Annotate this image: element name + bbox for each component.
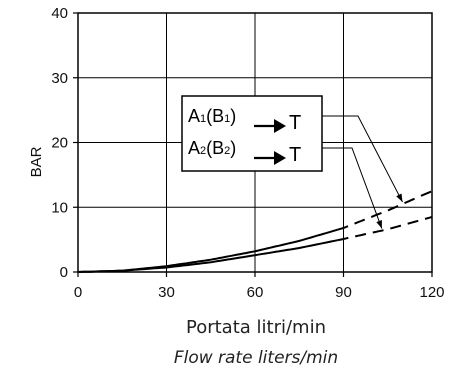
y-tick-label: 10 [51, 199, 68, 216]
legend-label: A1(B1) [188, 106, 236, 126]
series-line-dashed [337, 216, 433, 242]
x-axis-ticks: 0 30 60 90 120 [74, 272, 445, 301]
legend-arrow-head [274, 151, 286, 165]
series-layer [77, 190, 433, 273]
y-tick-label: 0 [60, 264, 68, 281]
series-line-solid [77, 239, 338, 273]
legend-leader-arrowhead [396, 193, 403, 203]
legend-label: A2(B2) [188, 138, 236, 158]
y-axis-ticks: 0 10 20 30 40 [51, 5, 78, 281]
x-tick-label: 0 [74, 284, 82, 301]
x-axis-label-translation: Flow rate liters/min [174, 348, 338, 368]
y-tick-label: 30 [51, 70, 68, 87]
legend-leader-line [322, 115, 403, 203]
legend-leader-arrowhead [376, 220, 382, 229]
series-line-solid [77, 228, 338, 273]
series-line-dashed [337, 190, 433, 231]
x-tick-label: 60 [247, 284, 264, 301]
legend-leader-line [322, 147, 383, 229]
legend-target: T [289, 144, 301, 166]
x-tick-label: 30 [158, 284, 175, 301]
y-axis-label: BAR [28, 146, 45, 177]
legend-arrow-head [274, 119, 286, 133]
x-tick-label: 90 [335, 284, 352, 301]
y-tick-label: 20 [51, 135, 68, 152]
x-tick-label: 120 [419, 284, 444, 301]
legend: A1(B1) T A2(B2) T [181, 95, 403, 229]
x-axis-label: Portata litri/min [186, 317, 326, 338]
y-tick-label: 40 [51, 5, 68, 22]
legend-box [181, 95, 323, 172]
legend-target: T [289, 112, 301, 134]
